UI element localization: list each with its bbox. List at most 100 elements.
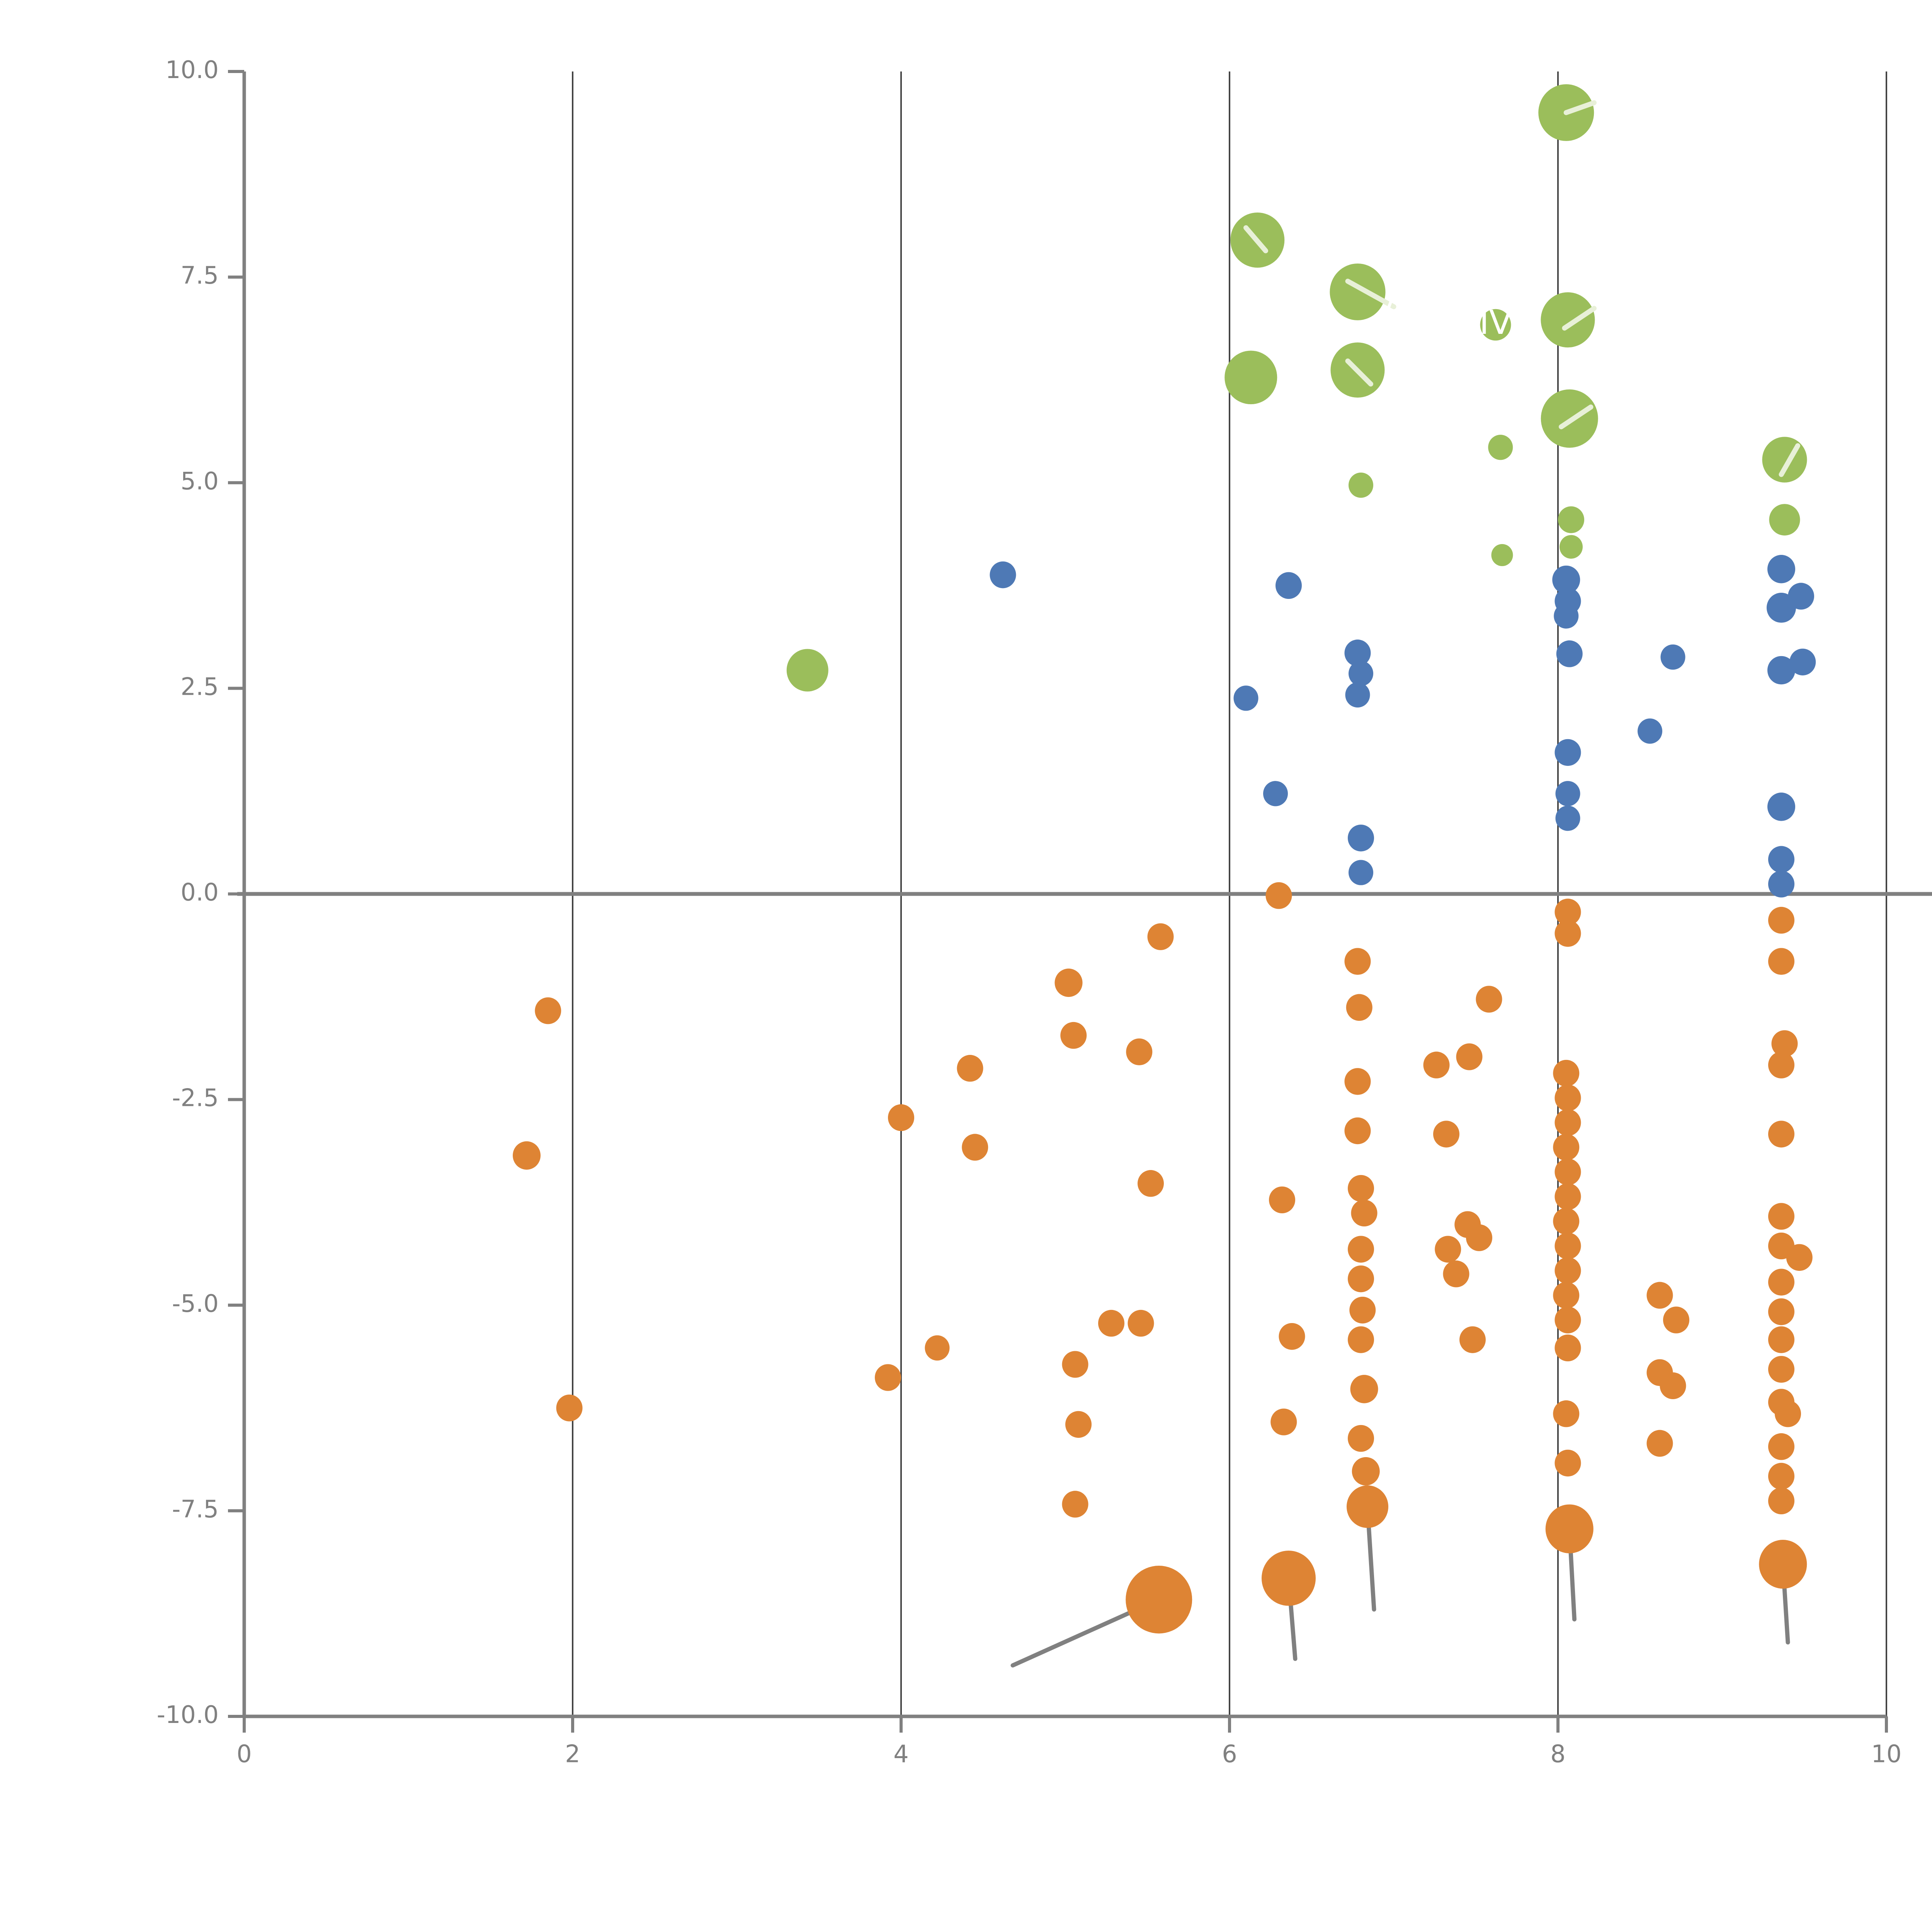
point-orange-51[interactable] bbox=[1554, 1109, 1581, 1136]
point-orange-73[interactable] bbox=[1768, 1121, 1794, 1148]
point-orange-57[interactable] bbox=[1554, 1257, 1581, 1284]
point-orange-42[interactable] bbox=[1466, 1224, 1492, 1251]
point-orange-10[interactable] bbox=[1062, 1351, 1088, 1378]
point-orange-23[interactable] bbox=[1262, 1551, 1316, 1606]
point-orange-45[interactable] bbox=[1459, 1326, 1486, 1353]
point-orange-20[interactable] bbox=[1269, 1186, 1295, 1213]
point-orange-33[interactable] bbox=[1348, 1326, 1374, 1353]
point-orange-52[interactable] bbox=[1553, 1134, 1580, 1161]
point-blue-25[interactable] bbox=[1768, 871, 1794, 898]
point-green-5[interactable] bbox=[1349, 472, 1373, 498]
point-orange-25[interactable] bbox=[1346, 994, 1372, 1021]
point-orange-37[interactable] bbox=[1347, 1485, 1388, 1528]
point-orange-50[interactable] bbox=[1554, 1084, 1581, 1112]
point-green-1[interactable] bbox=[1225, 350, 1277, 405]
point-green-10[interactable] bbox=[1541, 292, 1595, 348]
point-orange-13[interactable] bbox=[1098, 1310, 1124, 1337]
point-orange-35[interactable] bbox=[1348, 1425, 1374, 1452]
point-orange-44[interactable] bbox=[1476, 986, 1502, 1013]
point-orange-31[interactable] bbox=[1348, 1265, 1374, 1293]
point-orange-4[interactable] bbox=[888, 1104, 914, 1131]
point-blue-22[interactable] bbox=[1789, 648, 1816, 675]
point-orange-63[interactable] bbox=[1545, 1504, 1594, 1553]
point-orange-72[interactable] bbox=[1768, 1051, 1794, 1078]
point-orange-14[interactable] bbox=[1126, 1038, 1153, 1065]
point-orange-22[interactable] bbox=[1270, 1408, 1297, 1435]
point-orange-40[interactable] bbox=[1443, 1260, 1469, 1287]
point-blue-5[interactable] bbox=[1349, 661, 1373, 686]
point-orange-49[interactable] bbox=[1553, 1060, 1580, 1087]
point-orange-80[interactable] bbox=[1768, 1356, 1794, 1383]
point-orange-78[interactable] bbox=[1768, 1298, 1794, 1325]
point-orange-60[interactable] bbox=[1554, 1334, 1581, 1362]
point-orange-86[interactable] bbox=[1759, 1539, 1807, 1589]
point-orange-15[interactable] bbox=[1128, 1310, 1154, 1337]
point-orange-5[interactable] bbox=[925, 1335, 950, 1361]
point-orange-84[interactable] bbox=[1768, 1463, 1794, 1490]
point-orange-65[interactable] bbox=[1663, 1306, 1689, 1333]
point-orange-36[interactable] bbox=[1352, 1457, 1380, 1486]
point-orange-26[interactable] bbox=[1344, 1068, 1371, 1095]
point-blue-6[interactable] bbox=[1345, 682, 1370, 708]
point-blue-11[interactable] bbox=[1554, 603, 1579, 629]
point-orange-30[interactable] bbox=[1348, 1236, 1374, 1263]
point-blue-13[interactable] bbox=[1554, 739, 1581, 766]
point-blue-4[interactable] bbox=[1344, 639, 1371, 667]
point-orange-3[interactable] bbox=[875, 1364, 901, 1391]
point-orange-62[interactable] bbox=[1554, 1449, 1581, 1477]
point-blue-3[interactable] bbox=[1263, 781, 1288, 806]
point-blue-15[interactable] bbox=[1555, 806, 1580, 831]
point-orange-71[interactable] bbox=[1771, 1030, 1798, 1057]
point-green-14[interactable] bbox=[1762, 437, 1807, 483]
point-orange-59[interactable] bbox=[1554, 1306, 1581, 1333]
point-orange-47[interactable] bbox=[1554, 898, 1581, 926]
point-orange-12[interactable] bbox=[1062, 1491, 1088, 1518]
point-orange-1[interactable] bbox=[513, 1141, 541, 1170]
point-orange-85[interactable] bbox=[1768, 1487, 1794, 1515]
point-blue-1[interactable] bbox=[1233, 685, 1259, 711]
point-orange-54[interactable] bbox=[1554, 1183, 1581, 1210]
point-orange-64[interactable] bbox=[1646, 1282, 1673, 1309]
point-orange-9[interactable] bbox=[1060, 1022, 1087, 1049]
point-orange-6[interactable] bbox=[957, 1055, 983, 1082]
point-orange-58[interactable] bbox=[1553, 1282, 1580, 1309]
point-blue-2[interactable] bbox=[1276, 572, 1302, 599]
point-orange-43[interactable] bbox=[1456, 1043, 1483, 1070]
point-orange-32[interactable] bbox=[1349, 1296, 1376, 1324]
point-orange-76[interactable] bbox=[1786, 1244, 1813, 1271]
point-orange-46[interactable] bbox=[1423, 1051, 1450, 1078]
point-orange-82[interactable] bbox=[1775, 1400, 1801, 1427]
point-orange-38[interactable] bbox=[1433, 1121, 1459, 1148]
point-orange-2[interactable] bbox=[556, 1395, 583, 1422]
point-blue-18[interactable] bbox=[1767, 555, 1795, 583]
point-blue-24[interactable] bbox=[1768, 846, 1794, 873]
point-blue-21[interactable] bbox=[1767, 656, 1795, 685]
point-orange-16[interactable] bbox=[1147, 923, 1174, 950]
point-orange-61[interactable] bbox=[1553, 1400, 1580, 1427]
point-orange-55[interactable] bbox=[1553, 1208, 1580, 1235]
point-orange-53[interactable] bbox=[1554, 1158, 1581, 1185]
point-orange-69[interactable] bbox=[1768, 906, 1794, 934]
point-orange-48[interactable] bbox=[1554, 920, 1581, 947]
point-green-12[interactable] bbox=[1558, 506, 1584, 533]
point-orange-70[interactable] bbox=[1768, 948, 1794, 975]
point-green-6[interactable] bbox=[1480, 309, 1511, 341]
point-orange-17[interactable] bbox=[1138, 1170, 1164, 1197]
point-orange-29[interactable] bbox=[1351, 1199, 1378, 1227]
point-orange-27[interactable] bbox=[1344, 1117, 1371, 1145]
point-blue-7[interactable] bbox=[1348, 825, 1374, 852]
point-orange-18[interactable] bbox=[1126, 1566, 1192, 1634]
point-blue-8[interactable] bbox=[1349, 860, 1373, 885]
point-blue-16[interactable] bbox=[1638, 718, 1662, 744]
point-orange-68[interactable] bbox=[1646, 1430, 1673, 1457]
point-blue-9[interactable] bbox=[1552, 565, 1580, 594]
point-orange-67[interactable] bbox=[1660, 1372, 1686, 1400]
point-orange-39[interactable] bbox=[1435, 1236, 1461, 1263]
point-orange-19[interactable] bbox=[1265, 882, 1292, 909]
point-green-15[interactable] bbox=[1769, 504, 1800, 536]
point-blue-0[interactable] bbox=[990, 561, 1016, 588]
point-orange-79[interactable] bbox=[1768, 1326, 1794, 1353]
point-green-7[interactable] bbox=[1488, 435, 1513, 460]
point-orange-21[interactable] bbox=[1279, 1323, 1305, 1350]
point-blue-14[interactable] bbox=[1555, 781, 1580, 806]
